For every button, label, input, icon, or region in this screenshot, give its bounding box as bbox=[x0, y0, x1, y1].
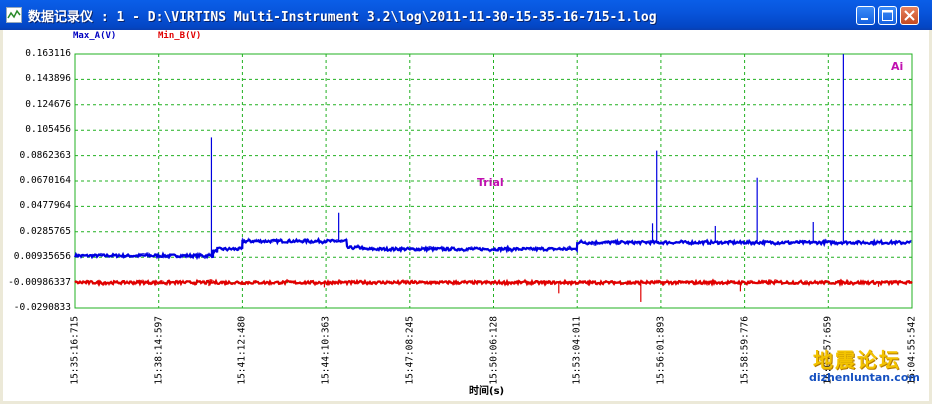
corner-label: Ai bbox=[891, 60, 904, 73]
y-tick-label: 0.143896 bbox=[25, 73, 71, 85]
y-tick-label: -0.00986337 bbox=[8, 276, 71, 288]
minimize-button[interactable] bbox=[856, 6, 875, 25]
y-tick-label: 0.0862363 bbox=[19, 149, 71, 161]
x-tick-label: 15:47:08:245 bbox=[404, 316, 416, 385]
x-tick-label: 15:50:06:128 bbox=[488, 316, 499, 385]
y-tick-label: 0.00935656 bbox=[13, 251, 71, 263]
forum-url: dizhenluntan.com bbox=[809, 371, 920, 384]
app-icon bbox=[6, 7, 22, 23]
y-tick-label: 0.163116 bbox=[25, 48, 71, 59]
x-tick-label: 15:44:10:363 bbox=[320, 316, 332, 385]
x-tick-label: 15:53:04:011 bbox=[571, 316, 583, 385]
maximize-button[interactable] bbox=[878, 6, 897, 25]
trial-watermark: Trial bbox=[477, 176, 504, 189]
forum-watermark: 地震论坛 bbox=[813, 348, 901, 372]
legend-max-a: Max_A(V) bbox=[73, 31, 117, 41]
close-button[interactable] bbox=[900, 6, 919, 25]
legend-min-b: Min_B(V) bbox=[158, 31, 202, 41]
chart-area: Max_A(V) Min_B(V) 0.163116 0.143896 0.1246… bbox=[3, 30, 929, 401]
y-tick-label: 0.105456 bbox=[25, 124, 71, 136]
x-tick-label: 15:38:14:597 bbox=[153, 316, 165, 385]
x-tick-label: 15:41:12:480 bbox=[236, 316, 248, 385]
window-title: 数据记录仪 : 1 - D:\VIRTINS Multi-Instrument … bbox=[28, 10, 657, 25]
close-icon bbox=[904, 10, 915, 21]
minimize-icon bbox=[861, 18, 868, 20]
title-bar[interactable]: 数据记录仪 : 1 - D:\VIRTINS Multi-Instrument … bbox=[0, 0, 932, 30]
y-tick-label: 0.0477964 bbox=[19, 200, 71, 212]
maximize-icon bbox=[882, 10, 893, 21]
series-noise-min-b bbox=[74, 278, 912, 287]
y-tick-label: -0.0290833 bbox=[13, 302, 71, 313]
x-tick-label: 15:56:01:893 bbox=[655, 316, 667, 385]
y-tick-label: 0.124676 bbox=[25, 98, 71, 110]
y-tick-label: 0.0670164 bbox=[19, 175, 71, 186]
series-noise-max-a bbox=[74, 236, 912, 260]
x-axis-label: 时间(s) bbox=[469, 386, 505, 397]
x-tick-label: 15:58:59:776 bbox=[739, 316, 751, 385]
x-tick-label: 15:35:16:715 bbox=[69, 316, 81, 385]
line-chart[interactable] bbox=[3, 30, 929, 401]
y-tick-label: 0.0285765 bbox=[19, 225, 71, 237]
